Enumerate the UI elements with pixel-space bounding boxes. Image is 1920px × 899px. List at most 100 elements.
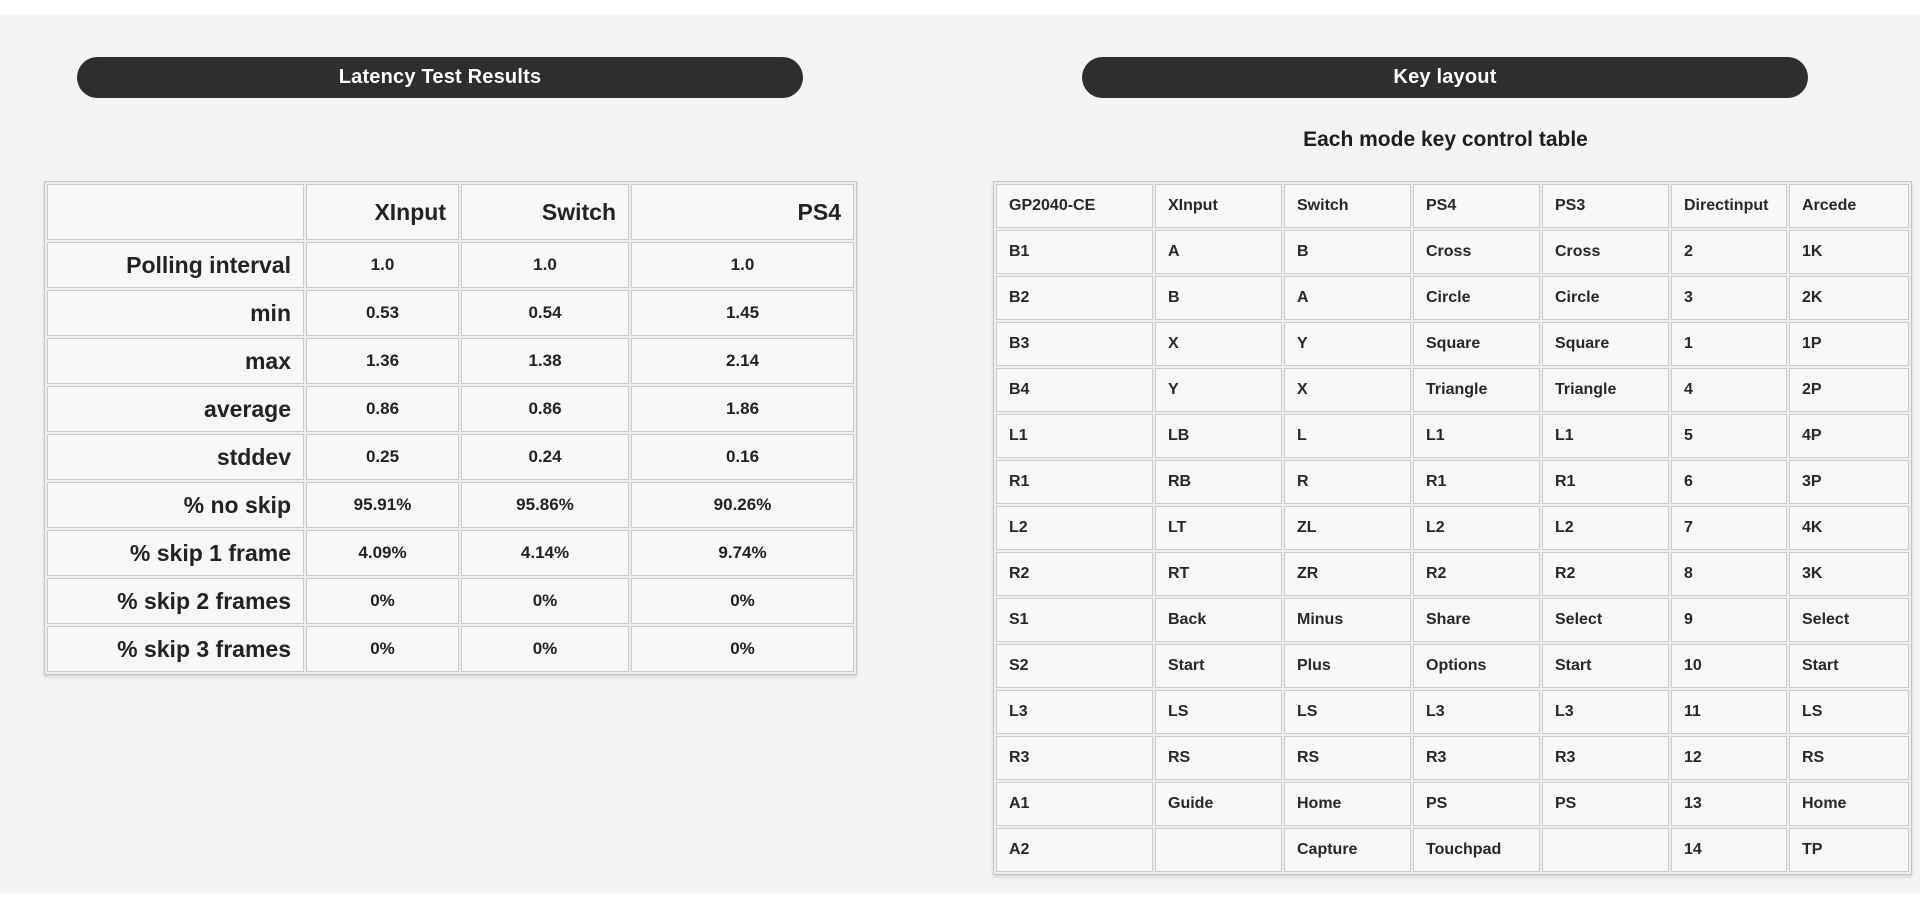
cell-value: Triangle [1542, 368, 1669, 412]
cell-value: L [1284, 414, 1411, 458]
cell-value: 14 [1671, 828, 1787, 872]
table-row: % skip 3 frames 0% 0% 0% [47, 626, 854, 672]
cell-value: L2 [1413, 506, 1540, 550]
cell-value: 6 [1671, 460, 1787, 504]
table-row: min 0.53 0.54 1.45 [47, 290, 854, 336]
cell-value: L1 [1413, 414, 1540, 458]
cell-value: Select [1542, 598, 1669, 642]
cell-value: 90.26% [631, 482, 854, 528]
row-label: average [47, 386, 304, 432]
cell-value: A [1155, 230, 1282, 274]
cell-value: Guide [1155, 782, 1282, 826]
cell-value: 11 [1671, 690, 1787, 734]
latency-results-title: Latency Test Results [338, 66, 542, 88]
cell-value: ZL [1284, 506, 1411, 550]
column-header: Directinput [1671, 184, 1787, 228]
cell-value: Capture [1284, 828, 1411, 872]
row-label: % skip 3 frames [47, 626, 304, 672]
cell-value: 4P [1789, 414, 1909, 458]
row-label: R2 [996, 552, 1153, 596]
cell-value: 95.86% [461, 482, 629, 528]
cell-value: Back [1155, 598, 1282, 642]
row-label: B3 [996, 322, 1153, 366]
cell-value: Start [1542, 644, 1669, 688]
table-row: R1 RB R R1 R1 6 3P [996, 460, 1909, 504]
table-row: % no skip 95.91% 95.86% 90.26% [47, 482, 854, 528]
cell-value: 2K [1789, 276, 1909, 320]
cell-value: Y [1155, 368, 1282, 412]
table-row: L1 LB L L1 L1 5 4P [996, 414, 1909, 458]
cell-value: B [1155, 276, 1282, 320]
cell-value: RB [1155, 460, 1282, 504]
row-label: stddev [47, 434, 304, 480]
cell-value [1155, 828, 1282, 872]
cell-value: Cross [1542, 230, 1669, 274]
cell-value: 0.25 [306, 434, 459, 480]
cell-value: R3 [1542, 736, 1669, 780]
cell-value: 1.36 [306, 338, 459, 384]
cell-value: 2P [1789, 368, 1909, 412]
table-row: A1 Guide Home PS PS 13 Home [996, 782, 1909, 826]
cell-value: Options [1413, 644, 1540, 688]
column-header: PS4 [1413, 184, 1540, 228]
key-control-table-heading: Each mode key control table [1303, 128, 1588, 151]
cell-value: L3 [1413, 690, 1540, 734]
table-row: average 0.86 0.86 1.86 [47, 386, 854, 432]
cell-value: Plus [1284, 644, 1411, 688]
cell-value: Circle [1542, 276, 1669, 320]
cell-value: LB [1155, 414, 1282, 458]
row-label: B4 [996, 368, 1153, 412]
column-header: Switch [1284, 184, 1411, 228]
table-row: B2 B A Circle Circle 3 2K [996, 276, 1909, 320]
cell-value: 1.38 [461, 338, 629, 384]
row-label: B1 [996, 230, 1153, 274]
cell-value: L1 [1542, 414, 1669, 458]
cell-value: 5 [1671, 414, 1787, 458]
cell-value: RT [1155, 552, 1282, 596]
table-row: S2 Start Plus Options Start 10 Start [996, 644, 1909, 688]
cell-value: Touchpad [1413, 828, 1540, 872]
cell-value: X [1284, 368, 1411, 412]
header-row: GP2040-CE XInput Switch PS4 PS3 Directinput Ar… [996, 184, 1909, 228]
key-layout-table: GP2040-CE XInput Switch PS4 PS3 Directinput Ar… [993, 181, 1912, 875]
cell-value: 1.0 [306, 242, 459, 288]
cell-value: 1.86 [631, 386, 854, 432]
row-label: L2 [996, 506, 1153, 550]
cell-value: 0.54 [461, 290, 629, 336]
table-row: B4 Y X Triangle Triangle 4 2P [996, 368, 1909, 412]
row-label: L3 [996, 690, 1153, 734]
cell-value: PS [1542, 782, 1669, 826]
cell-value: Minus [1284, 598, 1411, 642]
column-header: GP2040-CE [996, 184, 1153, 228]
cell-value: 3 [1671, 276, 1787, 320]
latency-results-table: XInput Switch PS4 Polling interval 1.0 1.0 1.0… [44, 181, 857, 675]
cell-value: 0.86 [461, 386, 629, 432]
cell-value: R1 [1542, 460, 1669, 504]
cell-value [1542, 828, 1669, 872]
cell-value: 0.24 [461, 434, 629, 480]
row-label: R1 [996, 460, 1153, 504]
cell-value: 0% [631, 626, 854, 672]
column-header: Switch [461, 184, 629, 240]
table-row: % skip 2 frames 0% 0% 0% [47, 578, 854, 624]
table-row: R3 RS RS R3 R3 12 RS [996, 736, 1909, 780]
cell-value: Share [1413, 598, 1540, 642]
cell-value: LS [1789, 690, 1909, 734]
cell-value: 9 [1671, 598, 1787, 642]
cell-value: 4 [1671, 368, 1787, 412]
row-label: B2 [996, 276, 1153, 320]
cell-value: 0% [306, 578, 459, 624]
column-header: PS3 [1542, 184, 1669, 228]
cell-value: 95.91% [306, 482, 459, 528]
cell-value: 0% [306, 626, 459, 672]
cell-value: 10 [1671, 644, 1787, 688]
cell-value: LT [1155, 506, 1282, 550]
header-row: XInput Switch PS4 [47, 184, 854, 240]
table-row: L2 LT ZL L2 L2 7 4K [996, 506, 1909, 550]
row-label: max [47, 338, 304, 384]
key-layout-title: Key layout [1393, 66, 1497, 88]
cell-value: 3P [1789, 460, 1909, 504]
cell-value: 0.16 [631, 434, 854, 480]
cell-value: ZR [1284, 552, 1411, 596]
